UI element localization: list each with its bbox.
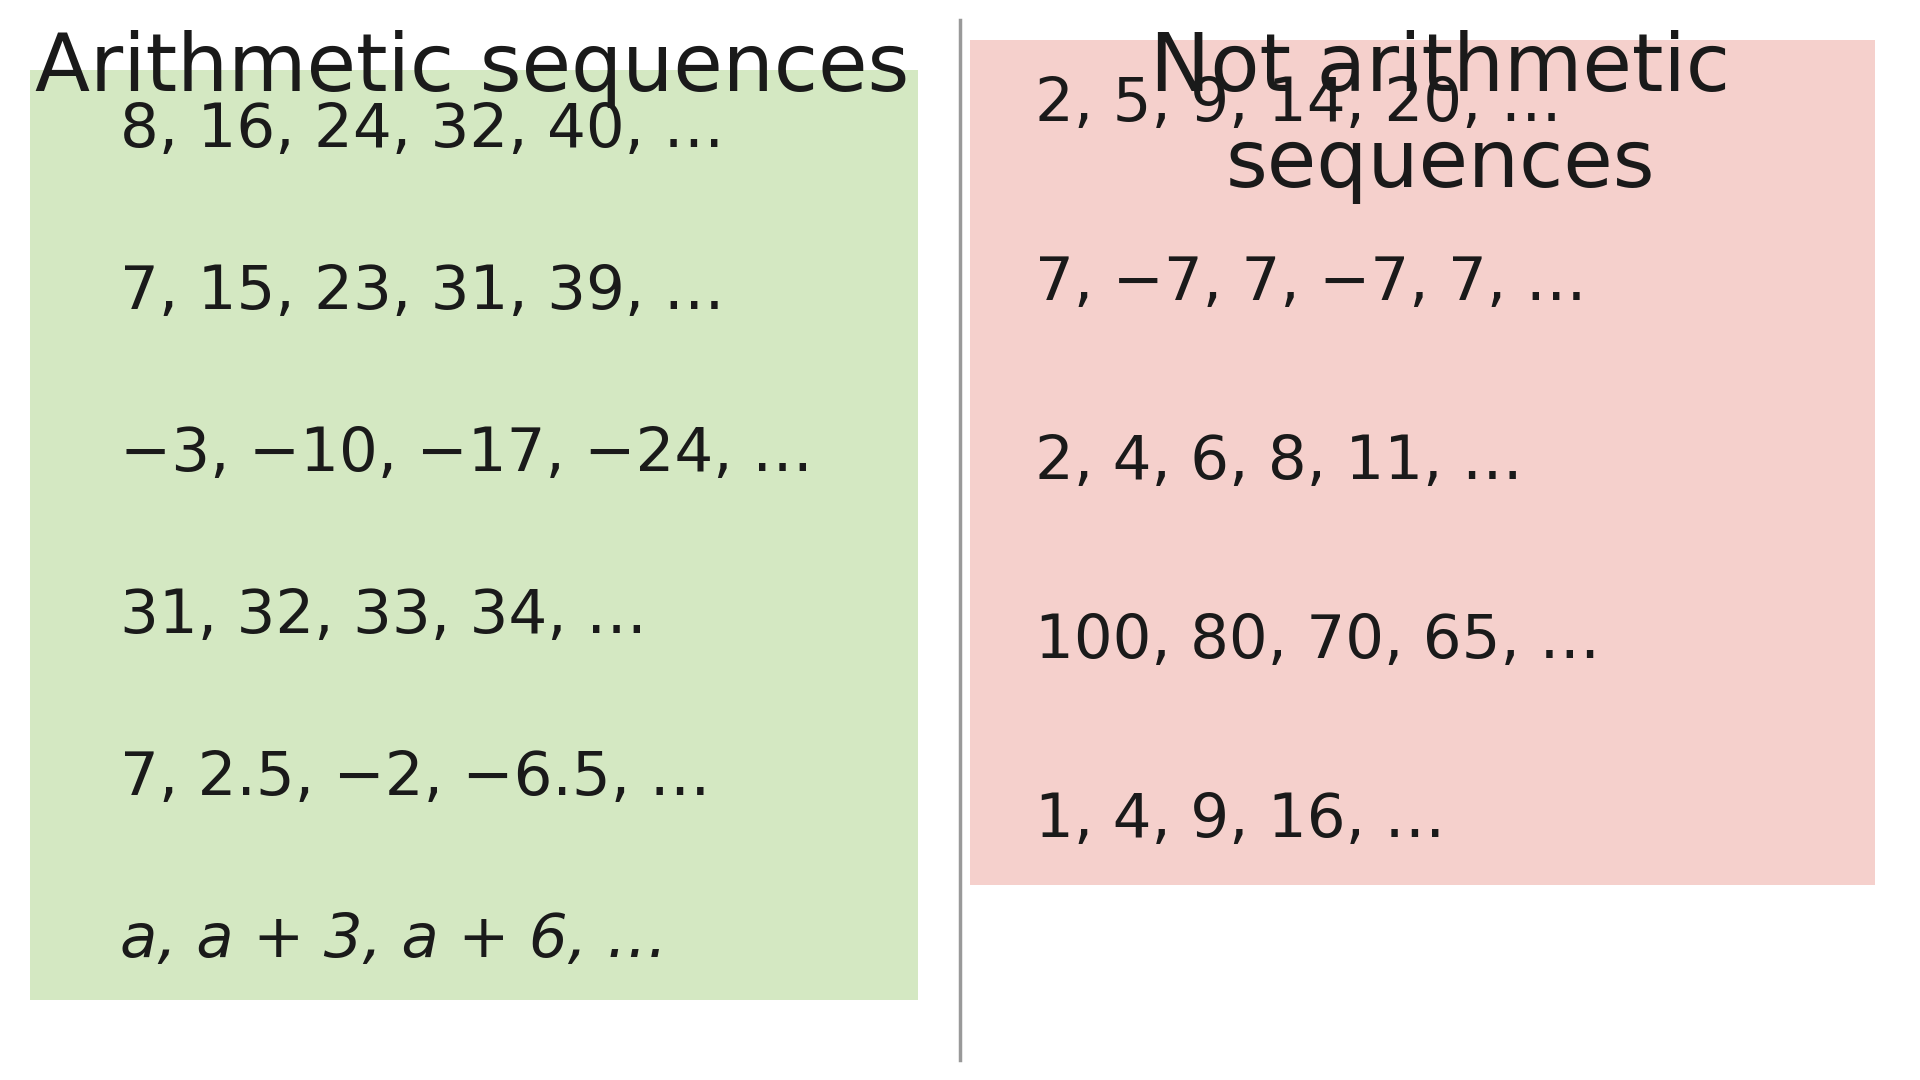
Text: 1, 4, 9, 16, …: 1, 4, 9, 16, … bbox=[1035, 791, 1446, 850]
Text: Arithmetic sequences: Arithmetic sequences bbox=[35, 30, 910, 108]
FancyBboxPatch shape bbox=[31, 70, 918, 1000]
Text: −3, −10, −17, −24, …: −3, −10, −17, −24, … bbox=[119, 424, 812, 484]
Text: 100, 80, 70, 65, …: 100, 80, 70, 65, … bbox=[1035, 611, 1599, 671]
FancyBboxPatch shape bbox=[970, 40, 1876, 885]
Text: a, a + 3, a + 6, …: a, a + 3, a + 6, … bbox=[119, 910, 668, 970]
Text: 8, 16, 24, 32, 40, …: 8, 16, 24, 32, 40, … bbox=[119, 100, 724, 160]
Text: Not arithmetic
sequences: Not arithmetic sequences bbox=[1150, 30, 1730, 204]
Text: 7, −7, 7, −7, 7, …: 7, −7, 7, −7, 7, … bbox=[1035, 254, 1586, 313]
Text: 2, 4, 6, 8, 11, …: 2, 4, 6, 8, 11, … bbox=[1035, 433, 1523, 492]
Text: 7, 15, 23, 31, 39, …: 7, 15, 23, 31, 39, … bbox=[119, 262, 724, 322]
Text: 31, 32, 33, 34, …: 31, 32, 33, 34, … bbox=[119, 586, 647, 646]
Text: 2, 5, 9, 14, 20, …: 2, 5, 9, 14, 20, … bbox=[1035, 76, 1561, 135]
Text: 7, 2.5, −2, −6.5, …: 7, 2.5, −2, −6.5, … bbox=[119, 748, 710, 808]
